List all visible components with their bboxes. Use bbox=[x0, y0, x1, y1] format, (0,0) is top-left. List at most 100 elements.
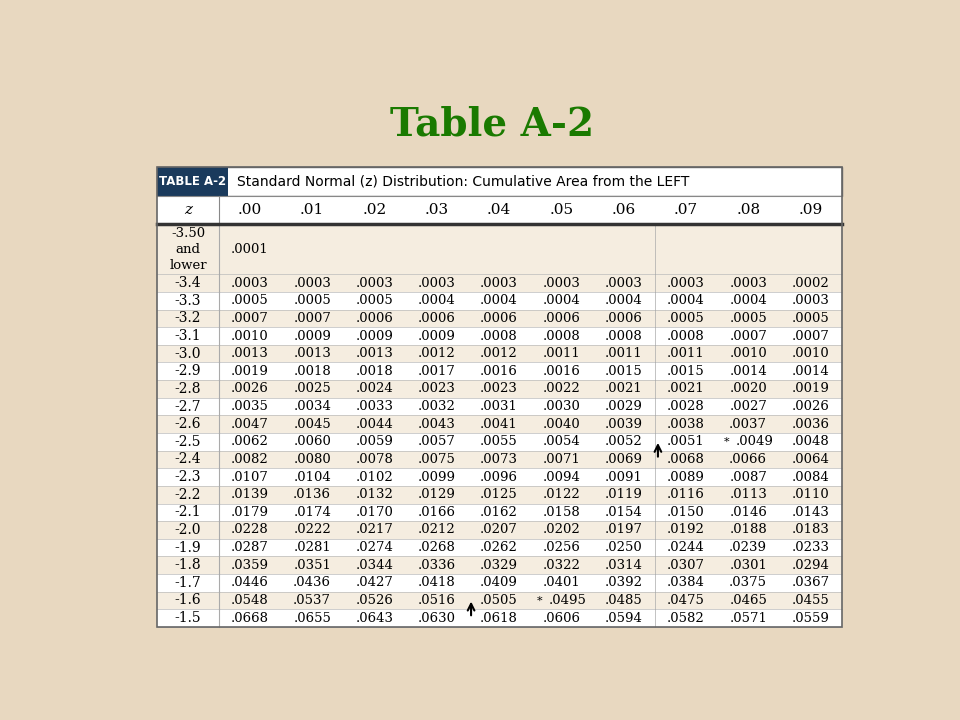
Text: .0041: .0041 bbox=[480, 418, 518, 431]
Text: .0010: .0010 bbox=[730, 347, 767, 360]
Text: .0024: .0024 bbox=[355, 382, 394, 395]
Text: .0010: .0010 bbox=[231, 330, 269, 343]
Bar bbox=[157, 486, 842, 503]
Text: .07: .07 bbox=[674, 203, 698, 217]
Bar bbox=[157, 574, 842, 592]
Text: .0018: .0018 bbox=[355, 365, 394, 378]
Text: .0008: .0008 bbox=[480, 330, 518, 343]
Text: .0044: .0044 bbox=[355, 418, 394, 431]
Bar bbox=[157, 362, 842, 380]
Text: .0322: .0322 bbox=[542, 559, 581, 572]
Text: .0032: .0032 bbox=[418, 400, 456, 413]
Text: .0018: .0018 bbox=[294, 365, 331, 378]
Text: .0010: .0010 bbox=[792, 347, 829, 360]
Text: .0351: .0351 bbox=[294, 559, 331, 572]
Text: .0015: .0015 bbox=[667, 365, 705, 378]
Text: .0037: .0037 bbox=[730, 418, 767, 431]
Text: .0011: .0011 bbox=[542, 347, 580, 360]
Text: -2.4: -2.4 bbox=[175, 452, 202, 467]
Text: .0009: .0009 bbox=[418, 330, 456, 343]
Text: .0113: .0113 bbox=[730, 488, 767, 501]
Text: .0003: .0003 bbox=[355, 276, 394, 289]
Text: .0582: .0582 bbox=[667, 611, 705, 625]
Text: -2.3: -2.3 bbox=[175, 470, 202, 484]
Text: .0003: .0003 bbox=[792, 294, 829, 307]
Text: .0069: .0069 bbox=[605, 453, 642, 466]
Text: -2.7: -2.7 bbox=[175, 400, 202, 413]
Text: .0179: .0179 bbox=[231, 506, 269, 519]
Text: .0005: .0005 bbox=[355, 294, 394, 307]
Text: .0262: .0262 bbox=[480, 541, 518, 554]
Text: .0023: .0023 bbox=[480, 382, 518, 395]
Text: .0059: .0059 bbox=[355, 436, 394, 449]
Text: .0033: .0033 bbox=[355, 400, 394, 413]
Text: .0307: .0307 bbox=[667, 559, 705, 572]
Text: .0006: .0006 bbox=[480, 312, 518, 325]
Text: .0055: .0055 bbox=[480, 436, 518, 449]
Text: .0548: .0548 bbox=[231, 594, 269, 607]
Text: .0287: .0287 bbox=[231, 541, 269, 554]
Text: .0537: .0537 bbox=[293, 594, 331, 607]
Text: .0301: .0301 bbox=[730, 559, 767, 572]
Text: .0005: .0005 bbox=[730, 312, 767, 325]
Text: -3.3: -3.3 bbox=[175, 294, 202, 307]
Text: .0212: .0212 bbox=[418, 523, 456, 536]
Text: .0048: .0048 bbox=[792, 436, 829, 449]
Bar bbox=[157, 292, 842, 310]
Text: .0436: .0436 bbox=[293, 577, 331, 590]
Text: .0006: .0006 bbox=[418, 312, 456, 325]
Text: .0630: .0630 bbox=[418, 611, 456, 625]
Text: .0110: .0110 bbox=[792, 488, 829, 501]
Bar bbox=[157, 167, 228, 196]
Text: .0329: .0329 bbox=[480, 559, 518, 572]
Text: *: * bbox=[723, 437, 729, 447]
Text: .0013: .0013 bbox=[231, 347, 269, 360]
Text: .0485: .0485 bbox=[605, 594, 642, 607]
Text: -2.1: -2.1 bbox=[175, 505, 202, 519]
Text: z: z bbox=[184, 203, 192, 217]
Text: .0016: .0016 bbox=[480, 365, 518, 378]
Text: Table A-2: Table A-2 bbox=[390, 106, 594, 144]
Text: -3.50
and
lower: -3.50 and lower bbox=[169, 227, 206, 272]
Text: .0174: .0174 bbox=[294, 506, 331, 519]
Text: .0102: .0102 bbox=[355, 471, 394, 484]
Text: .0060: .0060 bbox=[294, 436, 331, 449]
Text: .0057: .0057 bbox=[418, 436, 456, 449]
Bar bbox=[157, 539, 842, 557]
Text: .0158: .0158 bbox=[542, 506, 580, 519]
Text: .0007: .0007 bbox=[730, 330, 767, 343]
Bar bbox=[157, 433, 842, 451]
Text: -3.2: -3.2 bbox=[175, 312, 202, 325]
Text: -2.9: -2.9 bbox=[175, 364, 202, 378]
Text: .0003: .0003 bbox=[605, 276, 642, 289]
Text: .0006: .0006 bbox=[542, 312, 581, 325]
Text: .0004: .0004 bbox=[418, 294, 456, 307]
Text: .0078: .0078 bbox=[355, 453, 394, 466]
Text: .0495: .0495 bbox=[549, 594, 587, 607]
Text: .0005: .0005 bbox=[231, 294, 269, 307]
Text: -1.7: -1.7 bbox=[175, 576, 202, 590]
Text: -1.5: -1.5 bbox=[175, 611, 202, 625]
Text: .0013: .0013 bbox=[355, 347, 394, 360]
Text: .0031: .0031 bbox=[480, 400, 518, 413]
Text: .02: .02 bbox=[362, 203, 387, 217]
Text: .0233: .0233 bbox=[792, 541, 829, 554]
Bar bbox=[157, 345, 842, 362]
Text: .0025: .0025 bbox=[294, 382, 331, 395]
Text: .0006: .0006 bbox=[605, 312, 642, 325]
Text: .0054: .0054 bbox=[542, 436, 580, 449]
Text: .0005: .0005 bbox=[792, 312, 829, 325]
Bar bbox=[157, 451, 842, 468]
Text: -2.5: -2.5 bbox=[175, 435, 202, 449]
Text: .0146: .0146 bbox=[730, 506, 767, 519]
Text: .0183: .0183 bbox=[792, 523, 829, 536]
Text: .0014: .0014 bbox=[730, 365, 767, 378]
Text: .01: .01 bbox=[300, 203, 324, 217]
Text: .0011: .0011 bbox=[605, 347, 642, 360]
Text: .0003: .0003 bbox=[294, 276, 331, 289]
Text: .0045: .0045 bbox=[294, 418, 331, 431]
Text: .0035: .0035 bbox=[231, 400, 269, 413]
Text: .0401: .0401 bbox=[542, 577, 580, 590]
Text: .0618: .0618 bbox=[480, 611, 518, 625]
Text: .0239: .0239 bbox=[730, 541, 767, 554]
